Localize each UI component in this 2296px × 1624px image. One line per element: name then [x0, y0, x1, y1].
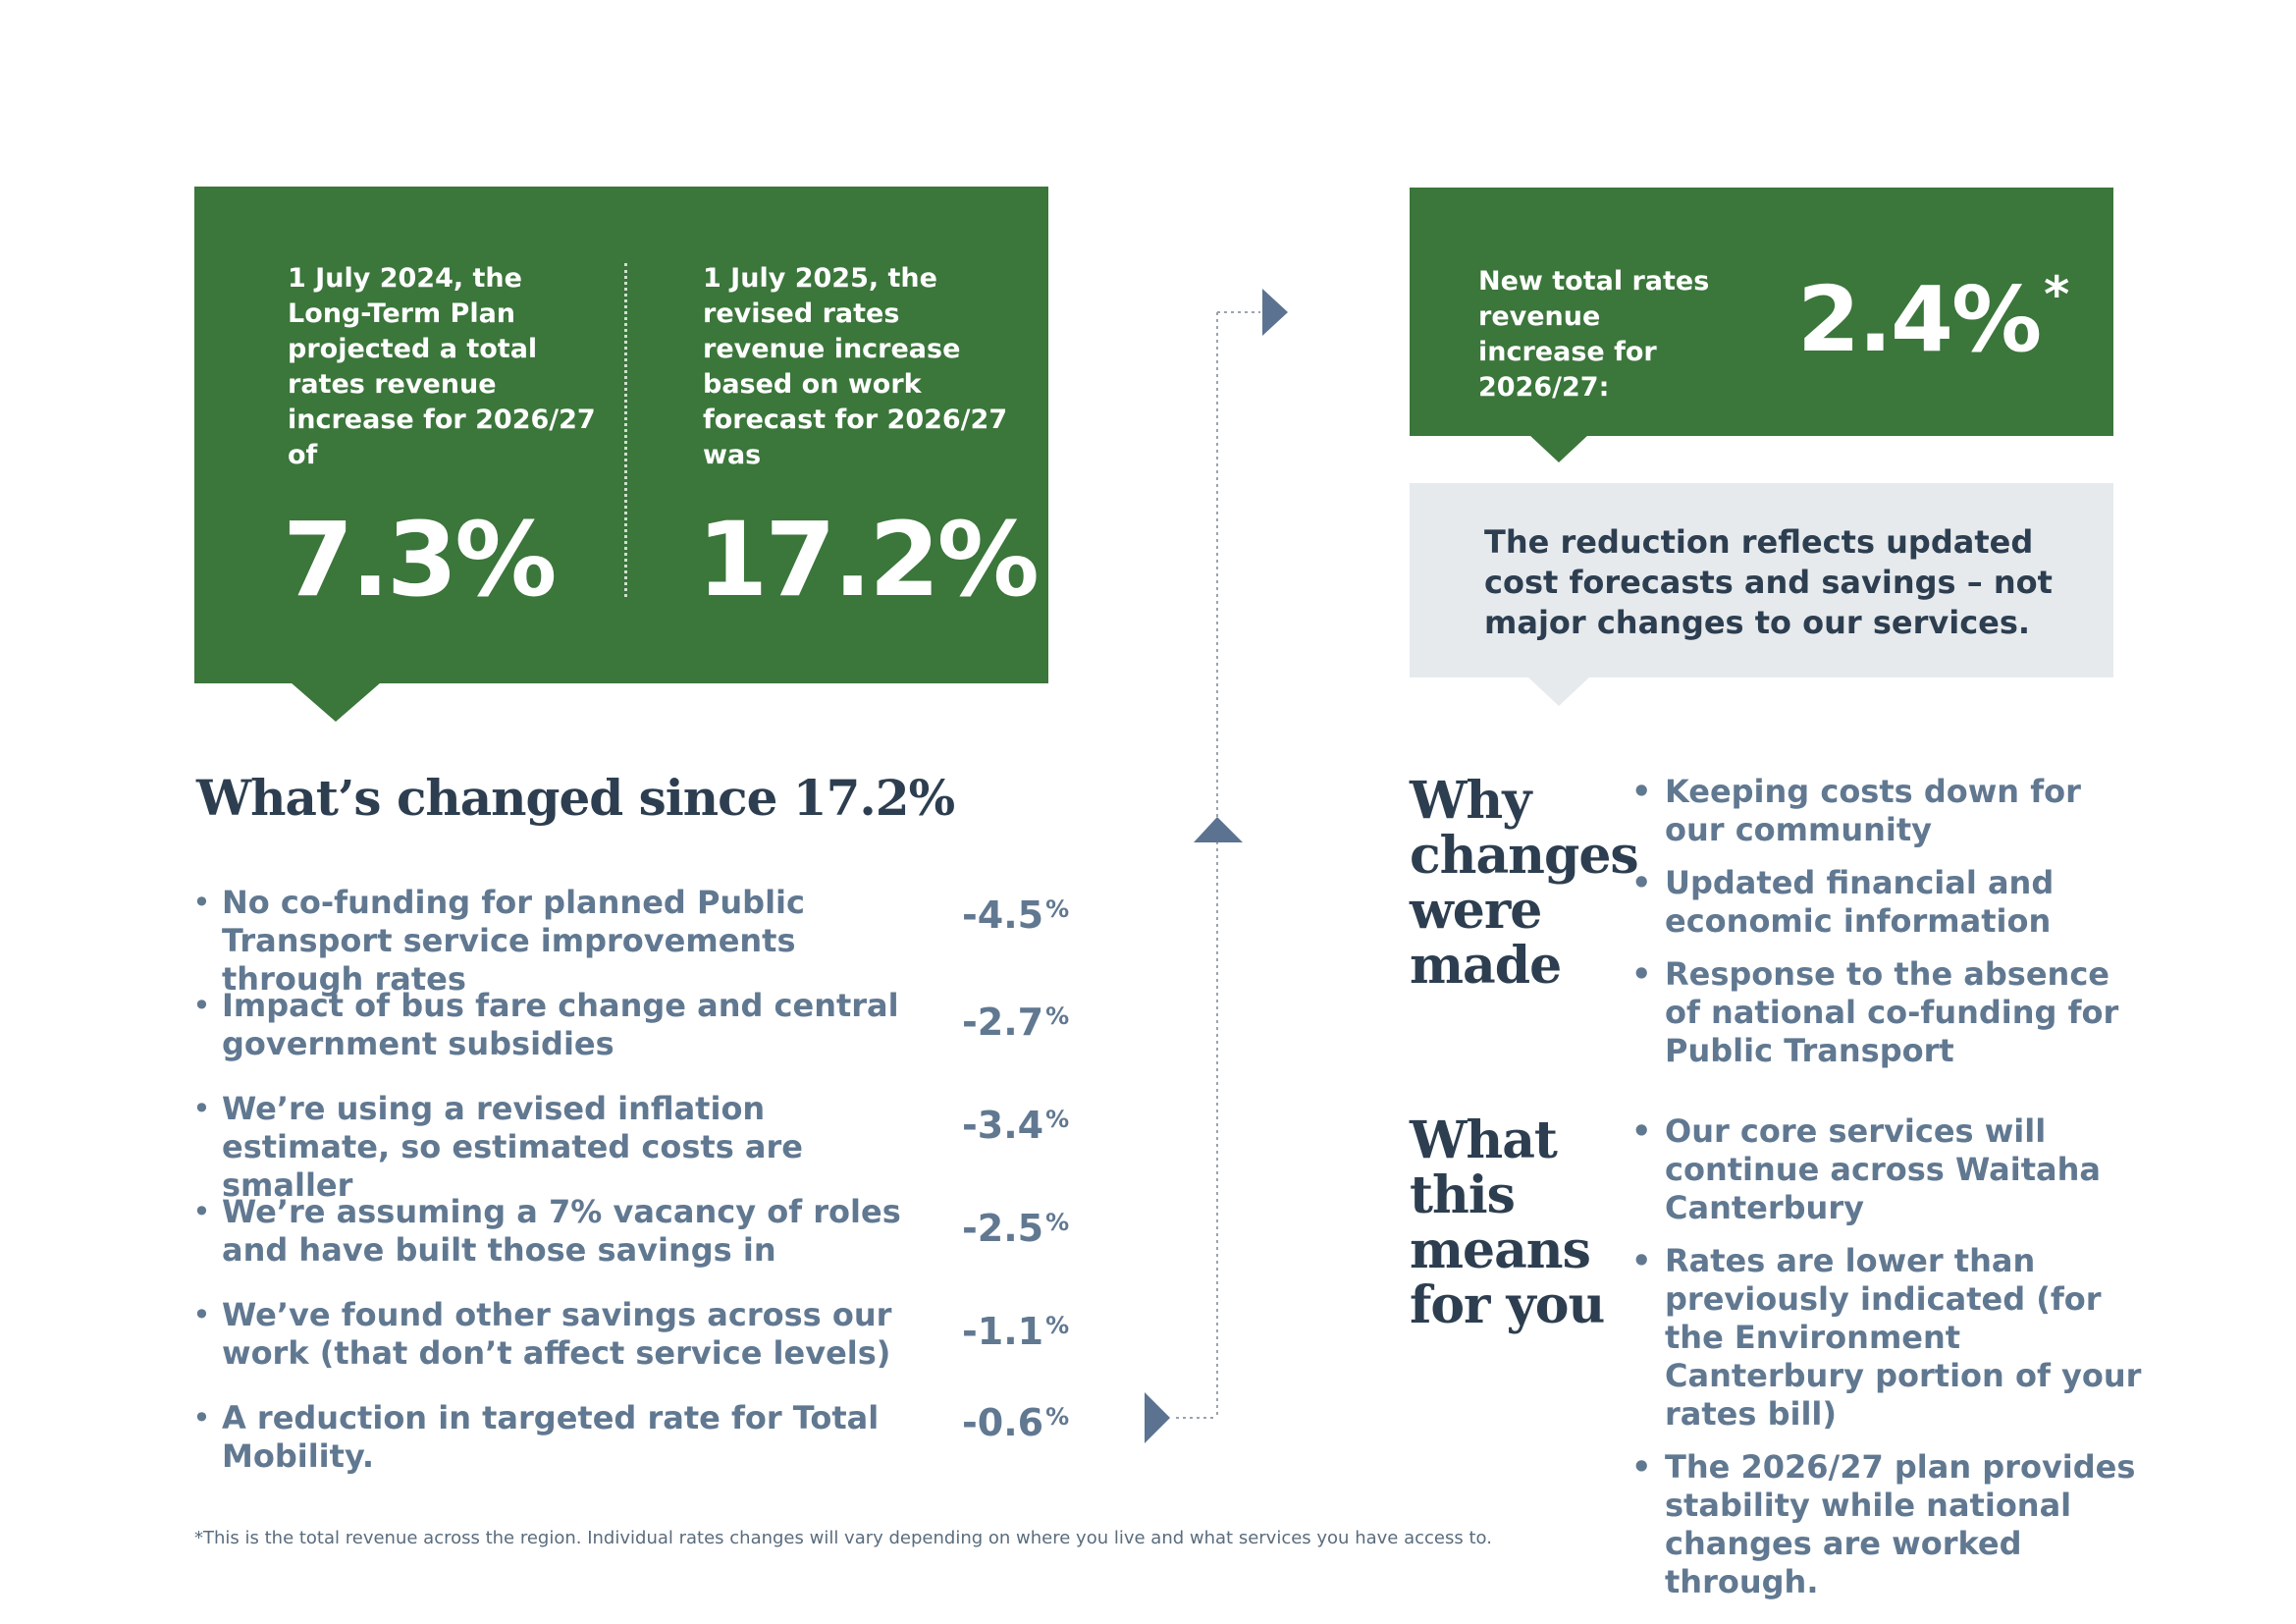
column-divider: [624, 263, 627, 597]
means-heading-line: for you: [1410, 1275, 1605, 1335]
why-list-item: • Updated financial and economic informat…: [1631, 864, 2122, 941]
means-heading-line: What: [1410, 1110, 1558, 1170]
bullet: •: [1631, 1242, 1652, 1279]
bullet: •: [192, 884, 211, 921]
changes-heading: What’s changed since 17.2%: [196, 769, 955, 827]
means-heading-line: this: [1410, 1165, 1516, 1225]
means-list: • Our core services will continue across …: [1631, 1112, 2162, 1616]
new-total-value: 2.4%: [1797, 267, 2042, 372]
bullet: •: [1631, 864, 1652, 901]
means-list-item-text: The 2026/27 plan provides stability whil…: [1665, 1448, 2136, 1600]
footnote-asterisk: *: [2044, 266, 2070, 323]
change-item-text: Impact of bus fare change and central go…: [222, 987, 899, 1062]
bullet: •: [192, 1090, 211, 1127]
change-item-text: We’re assuming a 7% vacancy of roles and…: [222, 1193, 901, 1269]
means-heading: What this means for you: [1410, 1110, 1605, 1335]
change-item-text: We’ve found other savings across our wor…: [222, 1296, 892, 1372]
change-value-number: -4.5: [962, 893, 1044, 937]
original-forecast-card: 1 July 2024, the Long-Term Plan projecte…: [194, 187, 1048, 683]
change-item-value: -2.7%: [962, 995, 1256, 1044]
footnote: *This is the total revenue across the re…: [194, 1528, 1492, 1548]
change-value-number: -0.6: [962, 1401, 1044, 1444]
means-list-item: • Rates are lower than previously indicat…: [1631, 1242, 2162, 1434]
bullet: •: [192, 987, 211, 1024]
arrow-right-top-icon: [1262, 289, 1288, 336]
change-value-number: -3.4: [962, 1104, 1044, 1147]
reduction-note-text: The reduction reflects updated cost fore…: [1484, 523, 2053, 641]
ltp-projection-text: 1 July 2024, the Long-Term Plan projecte…: [288, 263, 596, 470]
bullet: •: [1631, 1112, 1652, 1150]
percent-sign: %: [1045, 1002, 1070, 1030]
why-list-item-text: Updated financial and economic informati…: [1665, 864, 2055, 940]
left-card-pointer: [291, 682, 381, 722]
change-item-value: -1.1%: [962, 1304, 1256, 1353]
why-list-item-text: Response to the absence of national co-f…: [1665, 955, 2119, 1069]
bullet: •: [1631, 955, 1652, 993]
bullet: •: [192, 1399, 211, 1436]
why-list: • Keeping costs down for our community • U…: [1631, 773, 2122, 1085]
change-item-value: -2.5%: [962, 1201, 1256, 1250]
arrow-up-icon: [1194, 817, 1243, 842]
new-total-card: New total rates revenue increase for 202…: [1410, 188, 2113, 436]
change-item-value: -4.5%: [962, 888, 1256, 937]
why-heading-line: made: [1410, 936, 1562, 996]
why-heading-line: Why: [1410, 771, 1531, 831]
arrow-right-bottom-icon: [1145, 1392, 1170, 1443]
change-item-text: No co-funding for planned Public Transpo…: [222, 884, 805, 998]
change-value-number: -2.7: [962, 1001, 1044, 1044]
why-list-item-text: Keeping costs down for our community: [1665, 773, 2081, 848]
percent-sign: %: [1045, 1106, 1070, 1133]
percent-sign: %: [1045, 1209, 1070, 1236]
means-list-item-text: Rates are lower than previously indicate…: [1665, 1242, 2142, 1433]
reduction-note-box: The reduction reflects updated cost fore…: [1410, 483, 2113, 677]
percent-sign: %: [1045, 895, 1070, 923]
revised-forecast-text: 1 July 2025, the revised rates revenue i…: [703, 263, 1008, 470]
change-item-text: A reduction in targeted rate for Total M…: [222, 1399, 880, 1475]
why-heading-line: were: [1410, 881, 1542, 941]
bullet: •: [192, 1193, 211, 1230]
new-total-label: New total rates revenue increase for 202…: [1478, 266, 1710, 403]
change-value-number: -1.1: [962, 1310, 1044, 1353]
change-value-number: -2.5: [962, 1207, 1044, 1250]
revised-forecast-value: 17.2%: [697, 500, 1040, 620]
change-item-value: -3.4%: [962, 1098, 1256, 1147]
percent-sign: %: [1045, 1403, 1070, 1431]
change-item-value: -0.6%: [962, 1395, 1256, 1444]
percent-sign: %: [1045, 1312, 1070, 1339]
bullet: •: [1631, 773, 1652, 810]
bullet: •: [192, 1296, 211, 1333]
means-heading-line: means: [1410, 1220, 1591, 1280]
change-item-text: We’re using a revised inflation estimate…: [222, 1090, 803, 1204]
why-list-item: • Keeping costs down for our community: [1631, 773, 2122, 849]
why-heading: Why changes were made: [1410, 771, 1639, 996]
note-box-pointer: [1527, 677, 1590, 706]
why-heading-line: changes: [1410, 826, 1639, 886]
why-list-item: • Response to the absence of national co-…: [1631, 955, 2122, 1070]
bullet: •: [1631, 1448, 1652, 1486]
means-list-item: • The 2026/27 plan provides stability whi…: [1631, 1448, 2162, 1601]
connector-dotted-line: [1176, 311, 1260, 1419]
right-card-pointer: [1529, 435, 1588, 462]
means-list-item-text: Our core services will continue across W…: [1665, 1112, 2101, 1226]
ltp-projection-value: 7.3%: [283, 500, 557, 620]
flow-connector: [1145, 289, 1288, 1443]
new-total-value-group: 2.4%*: [1797, 266, 2069, 365]
means-list-item: • Our core services will continue across …: [1631, 1112, 2162, 1227]
